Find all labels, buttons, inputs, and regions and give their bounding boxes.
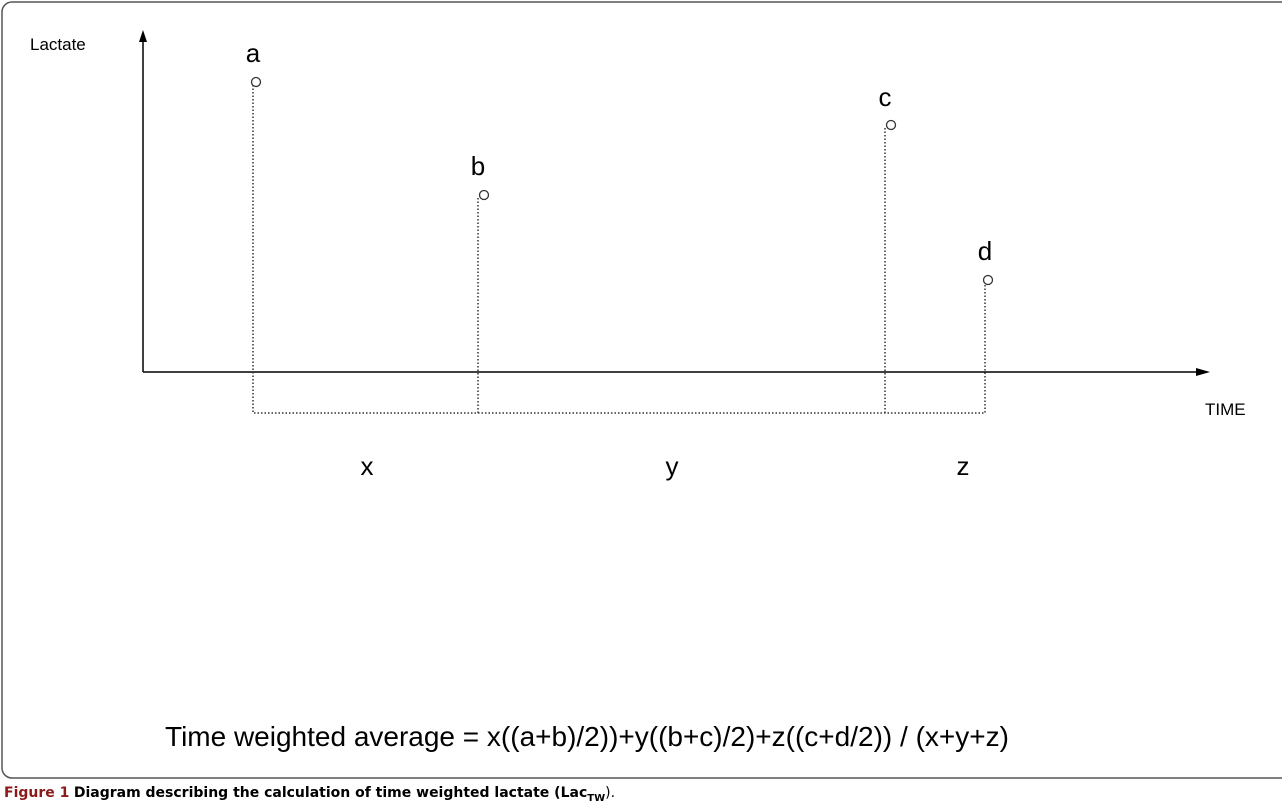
interval-label: z	[957, 451, 970, 481]
formula: Time weighted average = x((a+b)/2))+y((b…	[165, 721, 1009, 752]
guide-line	[252, 85, 986, 414]
caption-subscript: TW	[587, 793, 605, 804]
point-label: d	[978, 236, 992, 266]
caption-end: ).	[605, 785, 615, 801]
interval-label: x	[361, 451, 374, 481]
caption: Figure 1 Diagram describing the calculat…	[4, 785, 615, 804]
point-label: a	[246, 38, 261, 68]
point-label: b	[471, 151, 485, 181]
caption-label: Figure 1	[4, 785, 69, 801]
point-marker	[478, 189, 490, 201]
y-axis-label: Lactate	[30, 35, 86, 54]
x-axis-label: TIME	[1205, 400, 1246, 419]
figure-frame	[1, 1, 1282, 779]
point-marker	[885, 119, 897, 131]
point-marker	[250, 76, 262, 88]
caption-text: Diagram describing the calculation of ti…	[74, 785, 587, 801]
x-axis-arrow	[1196, 368, 1210, 376]
interval-label: y	[666, 451, 679, 481]
y-axis-arrow	[139, 30, 147, 42]
point-label: c	[879, 82, 892, 112]
point-marker	[982, 274, 994, 286]
